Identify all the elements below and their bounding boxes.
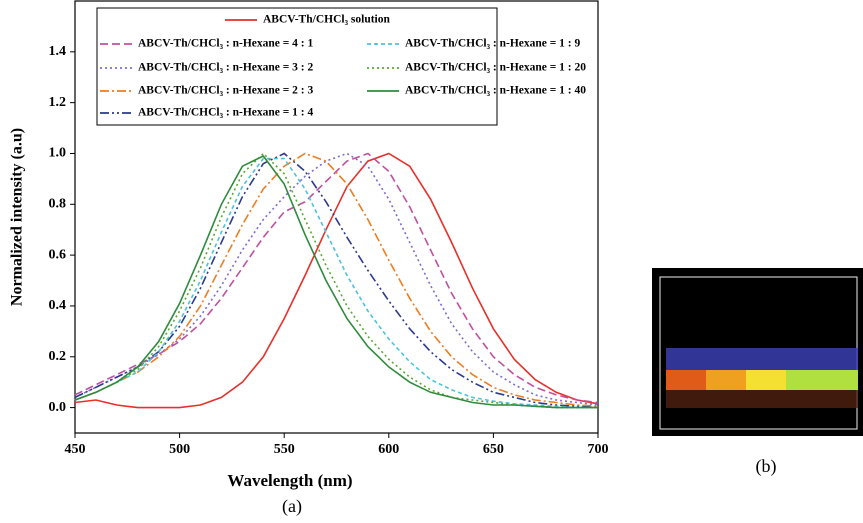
legend-label: ABCV-Th/CHCl₃ : n-Hexane = 2 : 3: [138, 85, 314, 97]
legend-label: ABCV-Th/CHCl₃ solution: [263, 14, 390, 26]
legend-label: ABCV-Th/CHCl₃ : n-Hexane = 4 : 1: [138, 38, 314, 50]
legend-label: ABCV-Th/CHCl₃ : n-Hexane = 1 : 4: [138, 107, 314, 119]
x-tick-label: 550: [274, 442, 295, 457]
legend-label: ABCV-Th/CHCl₃ : n-Hexane = 1 : 20: [405, 62, 586, 74]
series-line: [74, 152, 599, 408]
x-tick-label: 450: [65, 442, 86, 457]
y-tick-label: 0.4: [49, 298, 67, 313]
y-tick-label: 1.0: [49, 146, 67, 161]
panel-label: (b): [756, 456, 777, 477]
series-line: [74, 154, 598, 409]
legend-box: [96, 7, 498, 126]
legend-label: ABCV-Th/CHCl₃ : n-Hexane = 3 : 2: [138, 62, 314, 74]
x-tick-label: 700: [588, 442, 609, 457]
panel-label: (a): [282, 496, 302, 517]
y-tick-label: 1.4: [49, 44, 67, 59]
y-tick-label: 0.0: [49, 400, 67, 415]
series-line: [74, 152, 599, 409]
y-tick-label: 0.2: [49, 349, 67, 364]
x-tick-label: 650: [483, 442, 504, 457]
series-line: [74, 152, 599, 406]
x-tick-label: 500: [169, 442, 190, 457]
photo: [652, 268, 863, 436]
series-line: [74, 152, 599, 404]
plot-frame: [74, 0, 599, 434]
series-line: [74, 152, 598, 409]
y-tick-label: 0.8: [49, 197, 67, 212]
series-line: [74, 152, 599, 409]
x-tick-label: 600: [378, 442, 399, 457]
series-line: [74, 157, 598, 409]
legend-label: ABCV-Th/CHCl₃ : n-Hexane = 1 : 40: [405, 85, 586, 97]
x-axis-label: Wavelength (nm): [227, 471, 352, 490]
legend-label: ABCV-Th/CHCl₃ : n-Hexane = 1 : 9: [405, 38, 581, 50]
y-tick-label: 1.2: [49, 95, 67, 110]
y-tick-label: 0.6: [49, 247, 67, 262]
y-axis-label: Normalized intensity (a.u): [9, 128, 26, 306]
